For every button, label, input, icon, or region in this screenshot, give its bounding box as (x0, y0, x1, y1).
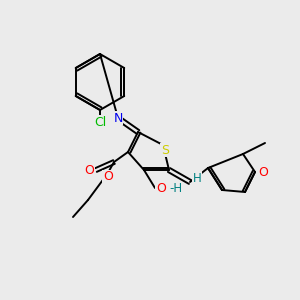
Text: Cl: Cl (94, 116, 106, 128)
Text: O: O (103, 170, 113, 184)
Text: N: N (113, 112, 123, 124)
Text: O: O (84, 164, 94, 176)
Text: S: S (161, 143, 169, 157)
Text: O: O (156, 182, 166, 194)
Text: -H: -H (169, 182, 182, 194)
Text: O: O (258, 166, 268, 178)
Text: H: H (193, 172, 201, 184)
